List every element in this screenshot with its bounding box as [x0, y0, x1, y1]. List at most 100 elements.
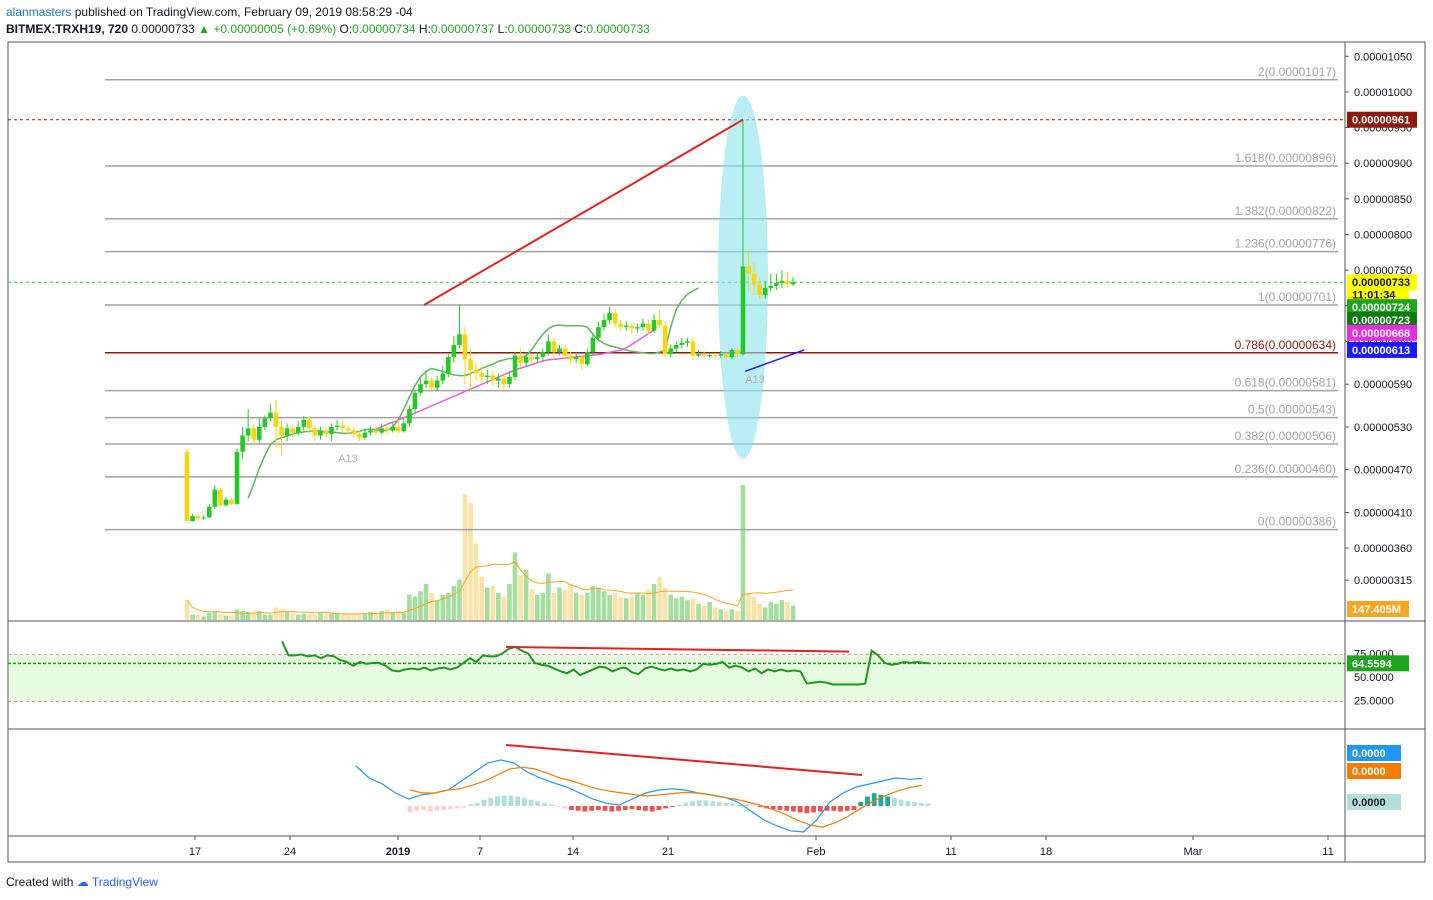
candle-body [562, 348, 568, 356]
volume-bar [362, 612, 368, 620]
fib-label: 1.236(0.00000776) [1235, 237, 1336, 251]
volume-bar [562, 589, 568, 620]
volume-bar [507, 584, 512, 620]
time-tick-label: 11 [1322, 846, 1333, 858]
macd-pane[interactable]: 0.0000 0.0000 0.0000 [355, 744, 1401, 833]
macd-hist-bar [629, 806, 635, 810]
candle-body [523, 357, 529, 363]
candle-body [190, 516, 195, 522]
last-price: 0.00000733 [131, 22, 195, 36]
volume-bar [768, 602, 774, 620]
candle-body [256, 426, 262, 440]
symbol-label[interactable]: BITMEX:TRXH19, 720 [6, 22, 129, 36]
macd-line [355, 759, 923, 833]
macd-hist-bar [616, 806, 621, 811]
volume-bar [596, 587, 601, 620]
candle-body [568, 355, 573, 360]
candle-body [729, 349, 735, 358]
volume-bar [479, 576, 484, 620]
price-badge [1347, 286, 1409, 303]
volume-bar [685, 600, 690, 620]
volume-bar [268, 614, 273, 620]
time-tick-label: 21 [662, 846, 674, 858]
candle-body [245, 428, 251, 436]
time-tick-label: 2019 [386, 846, 410, 858]
volume-bar [679, 596, 685, 620]
macd-hist-bar [757, 806, 763, 807]
candle-body [446, 357, 451, 374]
volume-bar [551, 593, 557, 620]
volume-bar [384, 609, 390, 620]
macd-hist-bar [865, 796, 870, 806]
volume-bar [234, 609, 240, 620]
candle-body [779, 280, 785, 283]
fib-label: 1(0.00000701) [1258, 290, 1336, 304]
annotations[interactable]: A13 A13 [338, 118, 765, 465]
volume-bar [673, 598, 679, 620]
macd-hist-bar [831, 806, 837, 811]
volume-bar [718, 609, 724, 620]
macd-hist-bar [495, 796, 500, 806]
volume-bar [368, 611, 373, 620]
candle-body [418, 384, 423, 393]
price-tick-label: 0.00001000 [1354, 87, 1412, 99]
macd-hist-bar [858, 802, 864, 806]
macd-hist-bar [441, 806, 447, 810]
macd-hist-bar [817, 806, 823, 812]
open-value: 0.00000734 [352, 22, 416, 36]
volume-bar [451, 585, 457, 620]
candle-body [740, 266, 746, 355]
macd-hist-bar [918, 802, 924, 806]
volume-bar [262, 614, 268, 620]
candle-body [462, 334, 468, 360]
candle-body [357, 434, 362, 438]
candle-body [401, 423, 407, 432]
price-badge [1347, 312, 1417, 328]
ohlc-line: BITMEX:TRXH19, 720 0.00000733 ▲ +0.00000… [6, 21, 650, 38]
fib-label: 0.236(0.00000460) [1235, 462, 1336, 476]
macd-hist-bar [669, 806, 675, 807]
candle-body [490, 375, 496, 381]
change-arrow-icon: ▲ [198, 22, 211, 36]
time-axis[interactable]: 17 24 2019 7 14 21 Feb 11 18 Mar 11 [189, 836, 1334, 858]
macd-hist-bar [589, 806, 595, 811]
candle-body [618, 323, 623, 328]
outer-frame [7, 41, 1426, 863]
price-tick-label: 0.00000590 [1354, 379, 1412, 391]
candle-body [323, 430, 329, 435]
volume-bar [440, 594, 446, 620]
macd-badge-label: 0.0000 [1352, 766, 1386, 778]
low-value: 0.00000733 [507, 22, 572, 36]
volume-bar [345, 614, 351, 620]
candle-body [646, 323, 651, 331]
candle-body [762, 287, 768, 296]
tradingview-logo-icon[interactable]: ☁ [76, 875, 89, 889]
candle-body [412, 392, 418, 410]
volume-bar [762, 607, 768, 620]
volume-bar [540, 593, 546, 620]
volume-bar [446, 593, 451, 620]
volume-bar [496, 593, 501, 620]
candle-body [451, 344, 457, 358]
fib-label: 2(0.00001017) [1258, 65, 1336, 79]
fib-label: 0.786(0.00000634) [1235, 338, 1336, 352]
candle-body [379, 428, 384, 433]
volume-bar [585, 593, 590, 620]
macd-hist-bar [656, 806, 662, 810]
author-link[interactable]: alanmasters [6, 5, 72, 19]
high-label: H: [418, 22, 431, 36]
fibonacci-levels[interactable]: 2(0.00001017) 1.618(0.00000896) 1.382(0.00… [8, 65, 1345, 531]
candle-body [623, 325, 629, 328]
macd-hist-bar [643, 806, 648, 811]
volume-bar [407, 594, 412, 620]
candle-body [223, 499, 229, 506]
volume-bar [290, 612, 295, 620]
tradingview-link[interactable]: TradingView [91, 875, 158, 889]
price-axis[interactable]: 0.000010500.000010000.000009500.00000900… [1345, 51, 1417, 617]
candle-body [640, 323, 646, 328]
macd-hist-bar [737, 804, 743, 806]
candle-body [551, 341, 557, 353]
rsi-badge [1347, 655, 1409, 672]
